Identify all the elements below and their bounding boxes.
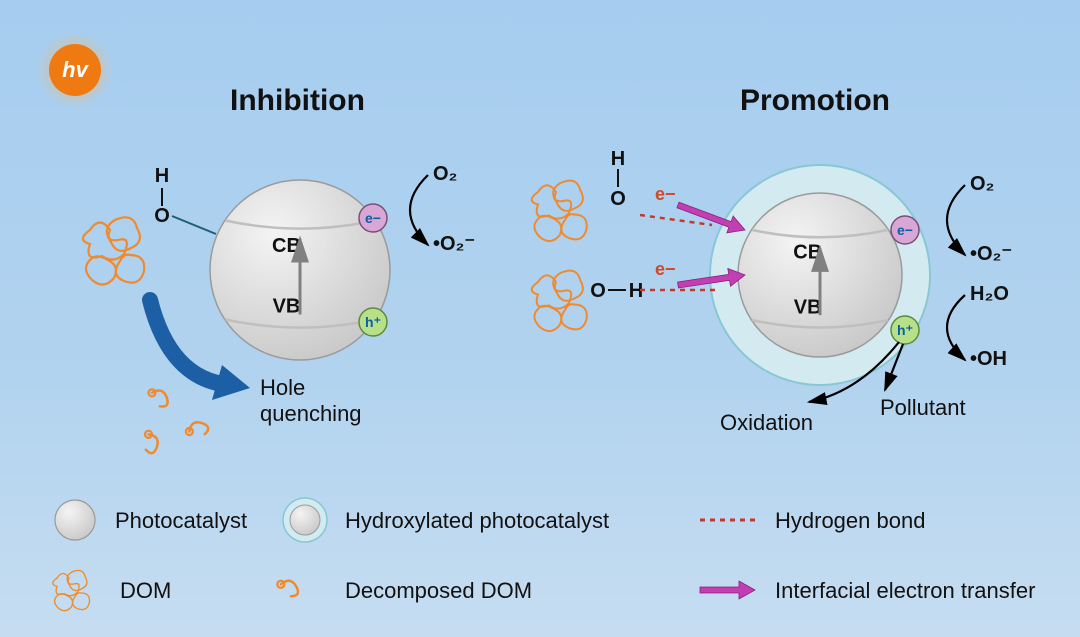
svg-text:Hole: Hole <box>260 375 305 400</box>
svg-text:O: O <box>154 205 170 227</box>
svg-text:e−: e− <box>655 184 676 204</box>
svg-text:H₂O: H₂O <box>970 283 1009 305</box>
svg-text:VB: VB <box>794 297 822 319</box>
svg-text:e−: e− <box>655 259 676 279</box>
svg-text:h⁺: h⁺ <box>365 314 381 330</box>
svg-text:O₂: O₂ <box>970 173 994 195</box>
legend-dom: DOM <box>120 578 171 603</box>
legend-sphere: Photocatalyst <box>115 508 247 533</box>
svg-text:CB: CB <box>272 235 301 257</box>
svg-text:•OH: •OH <box>970 348 1007 370</box>
sun-label: hv <box>62 57 89 82</box>
svg-text:H: H <box>611 148 625 170</box>
svg-text:O: O <box>590 280 606 302</box>
svg-text:Oxidation: Oxidation <box>720 410 813 435</box>
dom-cluster-left <box>83 217 144 284</box>
svg-text:O: O <box>610 188 626 210</box>
legend-shell: Hydroxylated photocatalyst <box>345 508 609 533</box>
svg-text:VB: VB <box>273 295 301 317</box>
title-inhibition: Inhibition <box>230 84 365 117</box>
svg-text:e−: e− <box>897 222 913 238</box>
legend-arrow: Interfacial electron transfer <box>775 578 1035 603</box>
svg-text:•O₂⁻: •O₂⁻ <box>970 243 1012 265</box>
svg-text:quenching: quenching <box>260 401 362 426</box>
legend-hbond: Hydrogen bond <box>775 508 925 533</box>
svg-text:O₂: O₂ <box>433 163 457 185</box>
dom-cluster-right-1 <box>532 271 587 331</box>
title-promotion: Promotion <box>740 84 890 117</box>
svg-text:h⁺: h⁺ <box>897 322 913 338</box>
legend-frag: Decomposed DOM <box>345 578 532 603</box>
svg-text:Pollutant: Pollutant <box>880 395 966 420</box>
svg-text:•O₂⁻: •O₂⁻ <box>433 233 475 255</box>
svg-text:e−: e− <box>365 210 381 226</box>
svg-text:CB: CB <box>793 242 822 264</box>
diagram-canvas: hvInhibitionPromotionCBVBe−h⁺O₂•O₂⁻HOHol… <box>0 0 1080 637</box>
dom-cluster-right-0 <box>532 181 587 241</box>
svg-text:H: H <box>155 165 169 187</box>
